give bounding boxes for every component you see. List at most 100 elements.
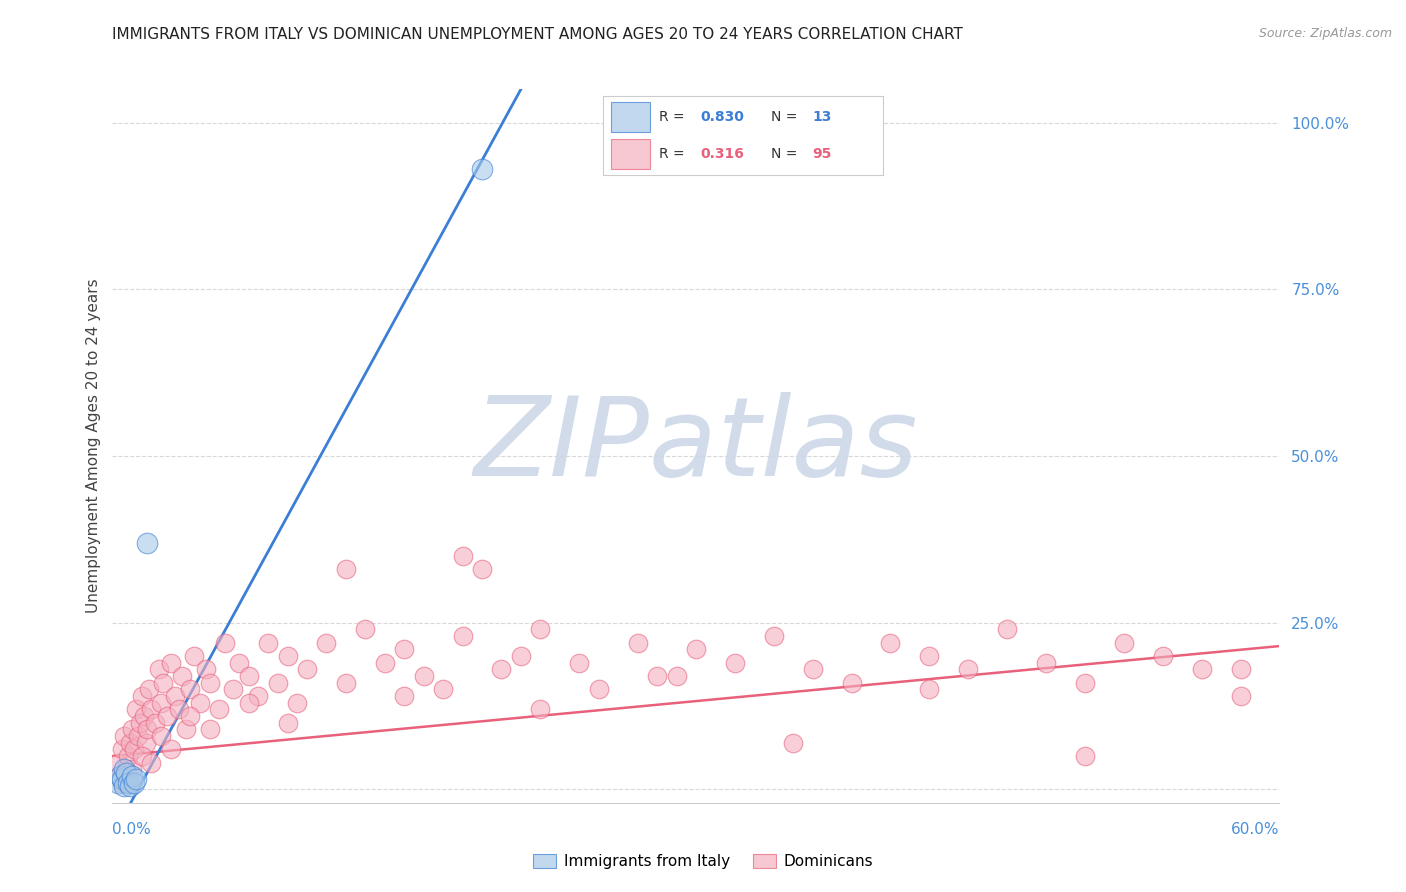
Point bbox=[1229, 662, 1251, 676]
Point bbox=[117, 749, 139, 764]
Point bbox=[509, 649, 531, 664]
Point bbox=[354, 623, 377, 637]
Point bbox=[194, 662, 217, 676]
Y-axis label: Unemployment Among Ages 20 to 24 years: Unemployment Among Ages 20 to 24 years bbox=[86, 278, 101, 614]
Point bbox=[136, 535, 159, 549]
Point bbox=[188, 696, 211, 710]
Point bbox=[122, 776, 145, 790]
Point bbox=[392, 642, 416, 657]
Point bbox=[1035, 656, 1057, 670]
Point bbox=[1152, 649, 1174, 664]
Point bbox=[685, 642, 707, 657]
Point bbox=[1229, 689, 1251, 703]
Point bbox=[762, 629, 785, 643]
Point bbox=[918, 649, 941, 664]
Point bbox=[150, 729, 173, 743]
Point bbox=[879, 636, 901, 650]
Point bbox=[150, 696, 173, 710]
Point bbox=[208, 702, 231, 716]
Point bbox=[112, 729, 135, 743]
Point bbox=[167, 702, 190, 716]
Point bbox=[392, 689, 416, 703]
Text: IMMIGRANTS FROM ITALY VS DOMINICAN UNEMPLOYMENT AMONG AGES 20 TO 24 YEARS CORREL: IMMIGRANTS FROM ITALY VS DOMINICAN UNEMP… bbox=[112, 27, 963, 42]
Point bbox=[1191, 662, 1213, 676]
Point bbox=[112, 779, 135, 793]
Point bbox=[529, 702, 551, 716]
Point bbox=[148, 662, 170, 676]
Point bbox=[335, 562, 357, 576]
Point bbox=[172, 669, 194, 683]
Point bbox=[156, 709, 179, 723]
Point bbox=[111, 772, 134, 787]
Point bbox=[183, 649, 205, 664]
Point bbox=[627, 636, 650, 650]
Point bbox=[451, 629, 474, 643]
Point bbox=[665, 669, 688, 683]
Text: ZIPatlas: ZIPatlas bbox=[474, 392, 918, 500]
Point bbox=[179, 709, 201, 723]
Point bbox=[128, 715, 150, 730]
Point bbox=[198, 723, 221, 737]
Point bbox=[160, 742, 183, 756]
Point bbox=[152, 675, 174, 690]
Point bbox=[285, 696, 308, 710]
Text: 0.0%: 0.0% bbox=[112, 822, 152, 837]
Point bbox=[112, 763, 135, 777]
Text: 60.0%: 60.0% bbox=[1232, 822, 1279, 837]
Point bbox=[568, 656, 591, 670]
Point bbox=[107, 776, 129, 790]
Point bbox=[163, 689, 186, 703]
Point bbox=[374, 656, 396, 670]
Point bbox=[107, 756, 129, 770]
Point bbox=[115, 765, 138, 780]
Point bbox=[121, 723, 143, 737]
Point bbox=[121, 763, 143, 777]
Point bbox=[238, 669, 260, 683]
Text: Source: ZipAtlas.com: Source: ZipAtlas.com bbox=[1258, 27, 1392, 40]
Point bbox=[198, 675, 221, 690]
Point bbox=[111, 776, 134, 790]
Point bbox=[335, 675, 357, 690]
Point bbox=[782, 736, 804, 750]
Point bbox=[1112, 636, 1135, 650]
Point bbox=[315, 636, 337, 650]
Point bbox=[127, 729, 149, 743]
Point bbox=[228, 656, 250, 670]
Point bbox=[267, 675, 290, 690]
Point bbox=[115, 763, 138, 777]
Legend: Immigrants from Italy, Dominicans: Immigrants from Italy, Dominicans bbox=[527, 848, 879, 875]
Point bbox=[118, 779, 141, 793]
Point bbox=[214, 636, 236, 650]
Point bbox=[529, 623, 551, 637]
Point bbox=[1074, 675, 1097, 690]
Point bbox=[125, 772, 148, 787]
Point bbox=[257, 636, 280, 650]
Point bbox=[138, 682, 160, 697]
Point bbox=[110, 769, 132, 783]
Point bbox=[122, 742, 145, 756]
Point bbox=[118, 736, 141, 750]
Point bbox=[645, 669, 668, 683]
Point bbox=[1074, 749, 1097, 764]
Point bbox=[121, 769, 143, 783]
Point bbox=[110, 769, 132, 783]
Point bbox=[141, 756, 163, 770]
Point bbox=[131, 689, 153, 703]
Point bbox=[160, 656, 183, 670]
Point bbox=[132, 709, 155, 723]
Point bbox=[136, 723, 159, 737]
Point bbox=[176, 723, 198, 737]
Point bbox=[115, 776, 138, 790]
Point bbox=[471, 162, 494, 177]
Point bbox=[247, 689, 270, 703]
Point bbox=[588, 682, 610, 697]
Point bbox=[471, 562, 494, 576]
Point bbox=[724, 656, 747, 670]
Point bbox=[222, 682, 245, 697]
Point bbox=[125, 702, 148, 716]
Point bbox=[179, 682, 201, 697]
Point bbox=[111, 742, 134, 756]
Point bbox=[957, 662, 980, 676]
Point bbox=[238, 696, 260, 710]
Point bbox=[141, 702, 163, 716]
